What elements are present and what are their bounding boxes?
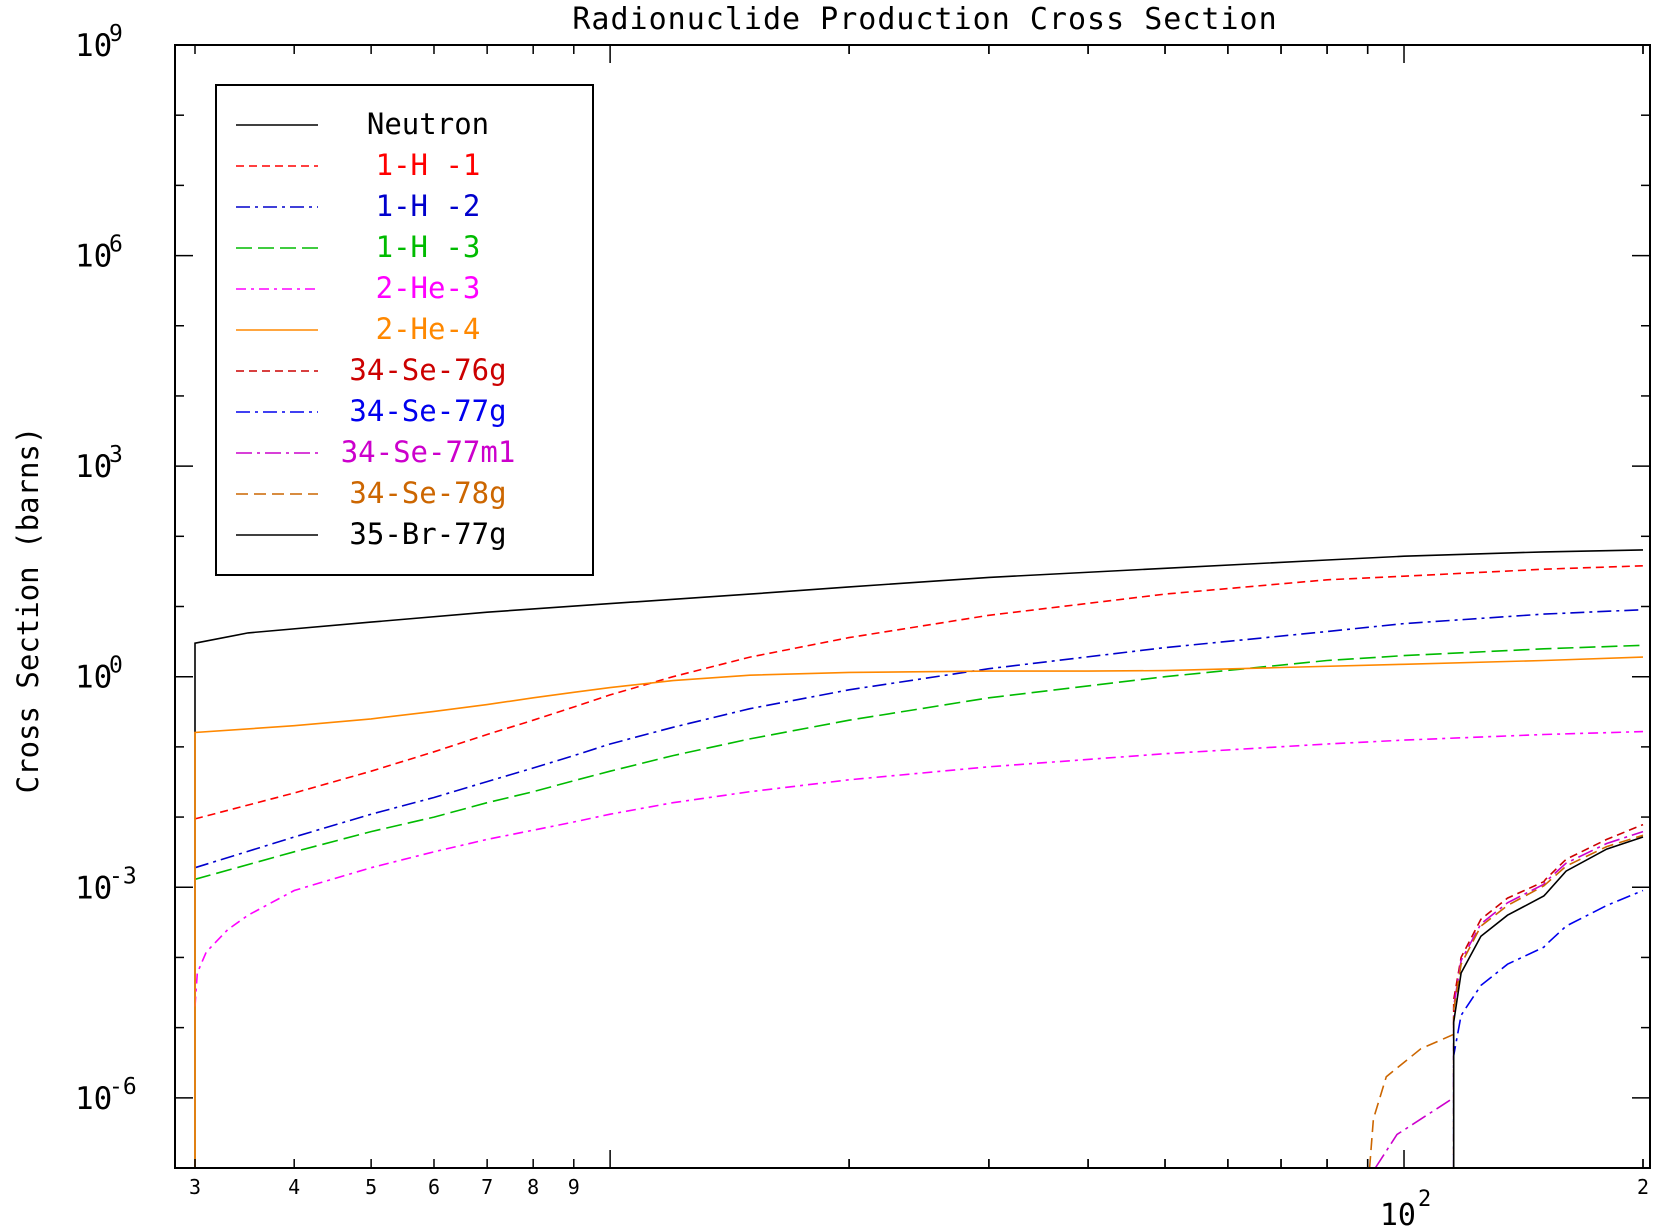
legend-label-1-h-3: 1-H -3	[376, 230, 481, 264]
y-tick-exponent: -6	[109, 1074, 137, 1100]
legend-items: Neutron 1-H -1 1-H -2 1-H -3 2-He-3 2-He-4 34-…	[236, 107, 515, 551]
legend-label-34-se-77g: 34-Se-77g	[349, 394, 506, 428]
legend-label-34-se-77m1: 34-Se-77m1	[341, 435, 516, 469]
y-tick-label: 10-6	[75, 1074, 137, 1117]
series-line-2-he-3	[194, 730, 1644, 1007]
series-line-1-h-1	[194, 565, 1644, 820]
y-tick-exponent: 9	[109, 21, 123, 47]
series-line-34-se-77m1	[1374, 830, 1644, 1169]
series-line-1-h-2	[194, 608, 1644, 869]
legend-label-34-se-76g: 34-Se-76g	[349, 353, 506, 387]
x-tick-label: 4	[288, 1175, 300, 1199]
x-tick-label: 3	[189, 1175, 201, 1199]
legend-label-1-h-1: 1-H -1	[376, 148, 481, 182]
y-tick-exponent: 6	[109, 232, 123, 258]
x-tick-label: 5	[365, 1175, 377, 1199]
x-tick-label: 2	[1637, 1175, 1649, 1199]
y-tick-base: 10	[75, 660, 112, 696]
series-line-34-se-78g	[1368, 834, 1644, 1169]
y-tick-base: 10	[75, 239, 112, 275]
legend-label-35-br-77g: 35-Br-77g	[349, 517, 506, 551]
y-tick-label: 106	[75, 232, 123, 275]
series-line-34-se-77g	[1452, 889, 1644, 1168]
legend-label-34-se-78g: 34-Se-78g	[349, 476, 506, 510]
series-line-neutron	[194, 549, 1644, 1168]
y-tick-base: 10	[75, 28, 112, 64]
y-tick-exponent: -3	[109, 863, 137, 889]
y-tick-base: 10	[75, 870, 112, 906]
x-tick-label: 7	[481, 1175, 493, 1199]
x-tick-label: 6	[428, 1175, 440, 1199]
y-tick-base: 10	[75, 1081, 112, 1117]
y-tick-exponent: 0	[109, 653, 123, 679]
y-tick-label: 10-3	[75, 863, 137, 906]
y-tick-label: 103	[75, 442, 123, 485]
series-line-35-br-77g	[1452, 836, 1644, 1168]
y-axis-label: Cross Section (barns)	[11, 427, 45, 794]
chart-title: Radionuclide Production Cross Section	[572, 2, 1277, 37]
y-tick-label: 109	[75, 21, 123, 64]
x-tick-label: 9	[568, 1175, 580, 1199]
legend-label-1-h-2: 1-H -2	[376, 189, 481, 223]
x-decade-exponent: 2	[1418, 1187, 1431, 1212]
series-layer	[194, 549, 1644, 1169]
y-tick-exponent: 3	[109, 442, 123, 468]
y-tick-base: 10	[75, 449, 112, 485]
legend-label-2-he-3: 2-He-3	[376, 271, 481, 305]
legend: Neutron 1-H -1 1-H -2 1-H -3 2-He-3 2-He-4 34-…	[215, 84, 594, 576]
series-line-2-he-4	[194, 656, 1644, 1168]
x-decade-base: 10	[1380, 1198, 1416, 1230]
x-tick-label: 8	[527, 1175, 539, 1199]
x-decade-label: 10 2	[1380, 1187, 1431, 1230]
legend-label-neutron: Neutron	[367, 107, 489, 141]
series-line-1-h-3	[194, 644, 1644, 881]
legend-label-2-he-4: 2-He-4	[376, 312, 481, 346]
y-tick-label: 100	[75, 653, 123, 696]
